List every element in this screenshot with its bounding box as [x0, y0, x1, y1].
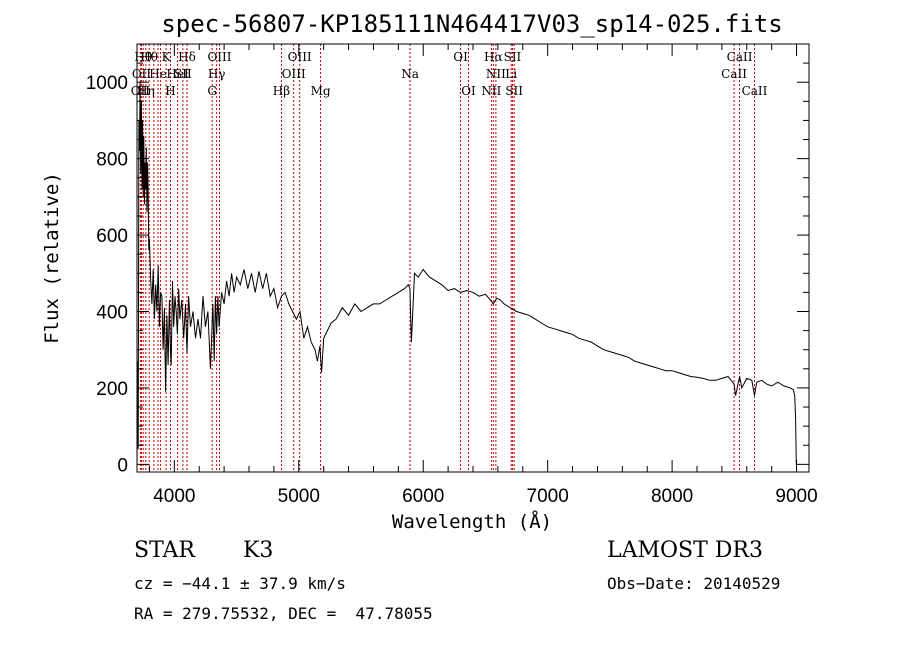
- y-tick-label-5: 1000: [86, 73, 128, 94]
- y-tick-label-3: 600: [96, 226, 128, 247]
- marker-label-24: Hα: [484, 50, 503, 64]
- marker-label-20: Na: [401, 67, 419, 81]
- marker-label-14: Hγ: [208, 67, 226, 81]
- marker-label-18: OIII: [288, 50, 312, 64]
- marker-label-10: HeI: [166, 67, 189, 81]
- object-subclass: K3: [243, 538, 274, 563]
- object-class: STAR: [134, 538, 195, 563]
- marker-label-30: CaII: [727, 50, 753, 64]
- marker-label-29: CaII: [721, 67, 747, 81]
- observation-date: Obs−Date: 20140529: [607, 574, 781, 593]
- marker-label-31: CaII: [742, 84, 768, 98]
- marker-label-3: Hη: [137, 84, 155, 98]
- y-axis-label: Flux (relative): [41, 172, 63, 344]
- marker-label-23: NII: [481, 84, 501, 98]
- x-tick-label-3: 7000: [527, 486, 569, 507]
- y-tick-label-0: 0: [117, 455, 128, 476]
- x-tick-label-1: 5000: [278, 486, 320, 507]
- x-tick-label-5: 9000: [775, 486, 817, 507]
- spectral-line-labels: OIIOIIHθHηHθHeKHHeISIIHδGHγOIIIHβOIIIOII…: [131, 50, 768, 98]
- marker-label-8: K: [162, 50, 172, 64]
- spectral-line-markers: [139, 44, 755, 472]
- x-axis-label: Wavelength (Å): [392, 510, 552, 533]
- x-tick-label-4: 8000: [651, 486, 693, 507]
- marker-label-11: SII: [174, 67, 192, 81]
- marker-label-22: OI: [461, 84, 476, 98]
- marker-label-19: Mg: [311, 84, 331, 98]
- y-tick-label-2: 400: [96, 303, 128, 324]
- redshift-velocity: cz = −44.1 ± 37.9 km/s: [134, 574, 346, 593]
- marker-label-2: Hθ: [134, 50, 152, 64]
- survey-name: LAMOST DR3: [607, 538, 763, 563]
- marker-label-9: H: [165, 84, 175, 98]
- chart-title: spec-56807-KP185111N464417V03_sp14-025.f…: [161, 10, 782, 38]
- x-tick-label-2: 6000: [402, 486, 444, 507]
- marker-label-12: Hδ: [178, 50, 196, 64]
- y-axis-ticks: 0 200 400 600 800 1000: [86, 62, 809, 476]
- marker-label-13: G: [207, 84, 217, 98]
- marker-label-4: Hθ: [140, 50, 158, 64]
- x-tick-label-0: 4000: [153, 486, 195, 507]
- marker-label-28: SII: [505, 84, 523, 98]
- marker-label-16: Hβ: [273, 84, 290, 98]
- marker-label-6: He: [149, 67, 167, 81]
- y-tick-label-4: 800: [96, 150, 128, 171]
- marker-label-26: Li: [505, 67, 517, 81]
- y-tick-label-1: 200: [96, 379, 128, 400]
- x-axis-ticks: 4000 5000 6000 7000 8000 9000: [148, 44, 818, 507]
- spectrum-line: [136, 82, 797, 465]
- marker-label-15: OIII: [207, 50, 231, 64]
- marker-label-25: NII: [486, 67, 506, 81]
- sky-coordinates: RA = 279.75532, DEC = 47.78055: [134, 604, 433, 623]
- marker-label-17: OIII: [282, 67, 306, 81]
- plot-frame: [136, 43, 810, 473]
- marker-label-27: SII: [504, 50, 522, 64]
- marker-label-21: OI: [453, 50, 468, 64]
